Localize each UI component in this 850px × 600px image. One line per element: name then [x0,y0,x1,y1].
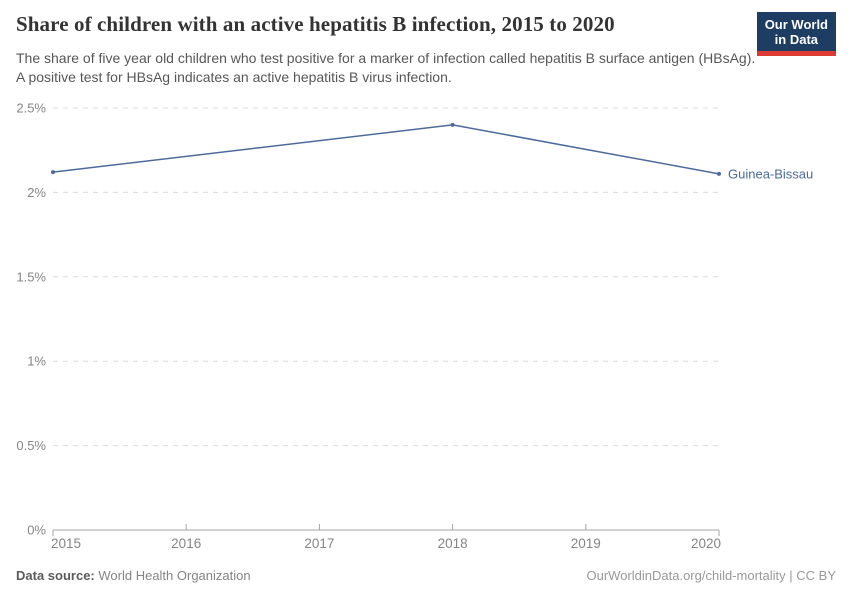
x-axis-tick-label: 2016 [171,536,201,551]
y-axis-tick-label: 2% [27,185,46,200]
owid-logo[interactable]: Our World in Data [756,12,836,56]
series-line[interactable] [52,124,720,175]
owid-logo-line2: in Data [774,32,819,47]
y-axis-tick-label: 0.5% [16,438,46,453]
data-point[interactable] [717,171,721,176]
x-axis-tick-label: 2020 [691,536,721,551]
data-source: Data source: World Health Organization [16,568,251,583]
y-axis-tick-label: 0% [27,523,46,538]
x-axis-tick-label: 2019 [571,536,601,551]
attribution-link[interactable]: OurWorldinData.org/child-mortality | CC … [586,568,837,583]
series-entity-label[interactable]: Guinea-Bissau [728,166,813,181]
data-source-value: World Health Organization [98,568,251,583]
y-axis-tick-label: 2.5% [16,101,46,116]
x-axis-tick-label: 2017 [304,536,334,551]
chart-subtitle: The share of five year old children who … [16,50,756,85]
x-axis-tick-label: 2018 [438,536,468,551]
owid-logo-line1: Our World [764,17,828,32]
chart-footer: Data source: World Health Organization O… [16,568,836,583]
y-axis-tick-label: 1% [27,354,46,369]
data-point[interactable] [51,170,55,175]
x-axis-tick-label: 2015 [51,536,81,551]
chart-title: Share of children with an active hepatit… [16,12,615,36]
y-axis-tick-label: 1.5% [16,269,46,284]
data-point[interactable] [450,122,455,127]
data-source-label: Data source: [16,568,95,583]
